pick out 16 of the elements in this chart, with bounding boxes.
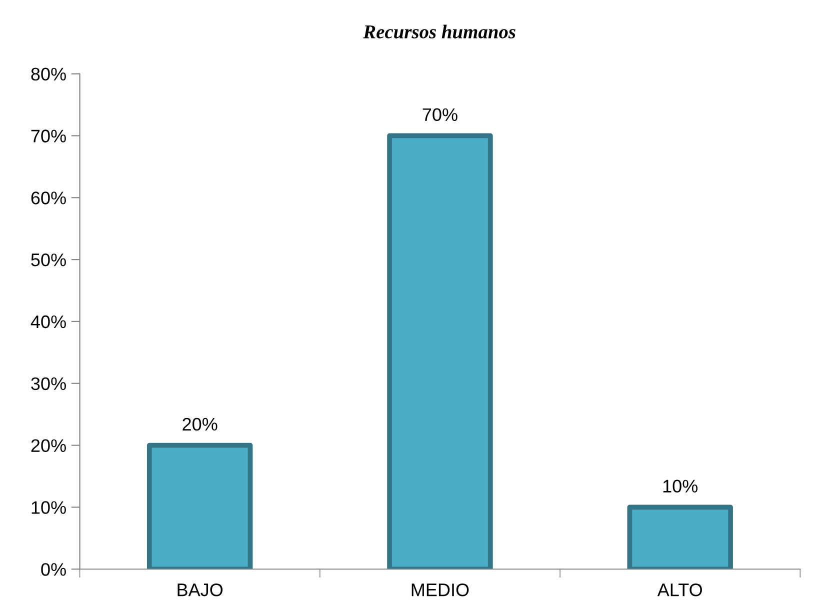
x-tick-label: ALTO <box>657 583 702 596</box>
y-tick-label: 80% <box>31 68 66 81</box>
y-tick-label: 30% <box>31 377 66 390</box>
chart-title: Recursos humanos <box>363 24 516 38</box>
y-tick-label: 40% <box>30 315 66 328</box>
data-label: 70% <box>422 108 458 122</box>
y-tick-label: 70% <box>31 130 66 142</box>
y-tick-label: 10% <box>32 501 66 514</box>
y-tick-label: 50% <box>31 253 66 266</box>
y-tick-label: 20% <box>31 439 66 452</box>
y-tick-label: 0% <box>41 563 66 576</box>
y-tick-label: 60% <box>31 192 66 204</box>
data-label: 10% <box>663 480 698 493</box>
x-tick-label: MEDIO <box>412 583 469 596</box>
x-tick-label: BAJO <box>178 583 223 596</box>
data-label: 20% <box>182 418 218 431</box>
